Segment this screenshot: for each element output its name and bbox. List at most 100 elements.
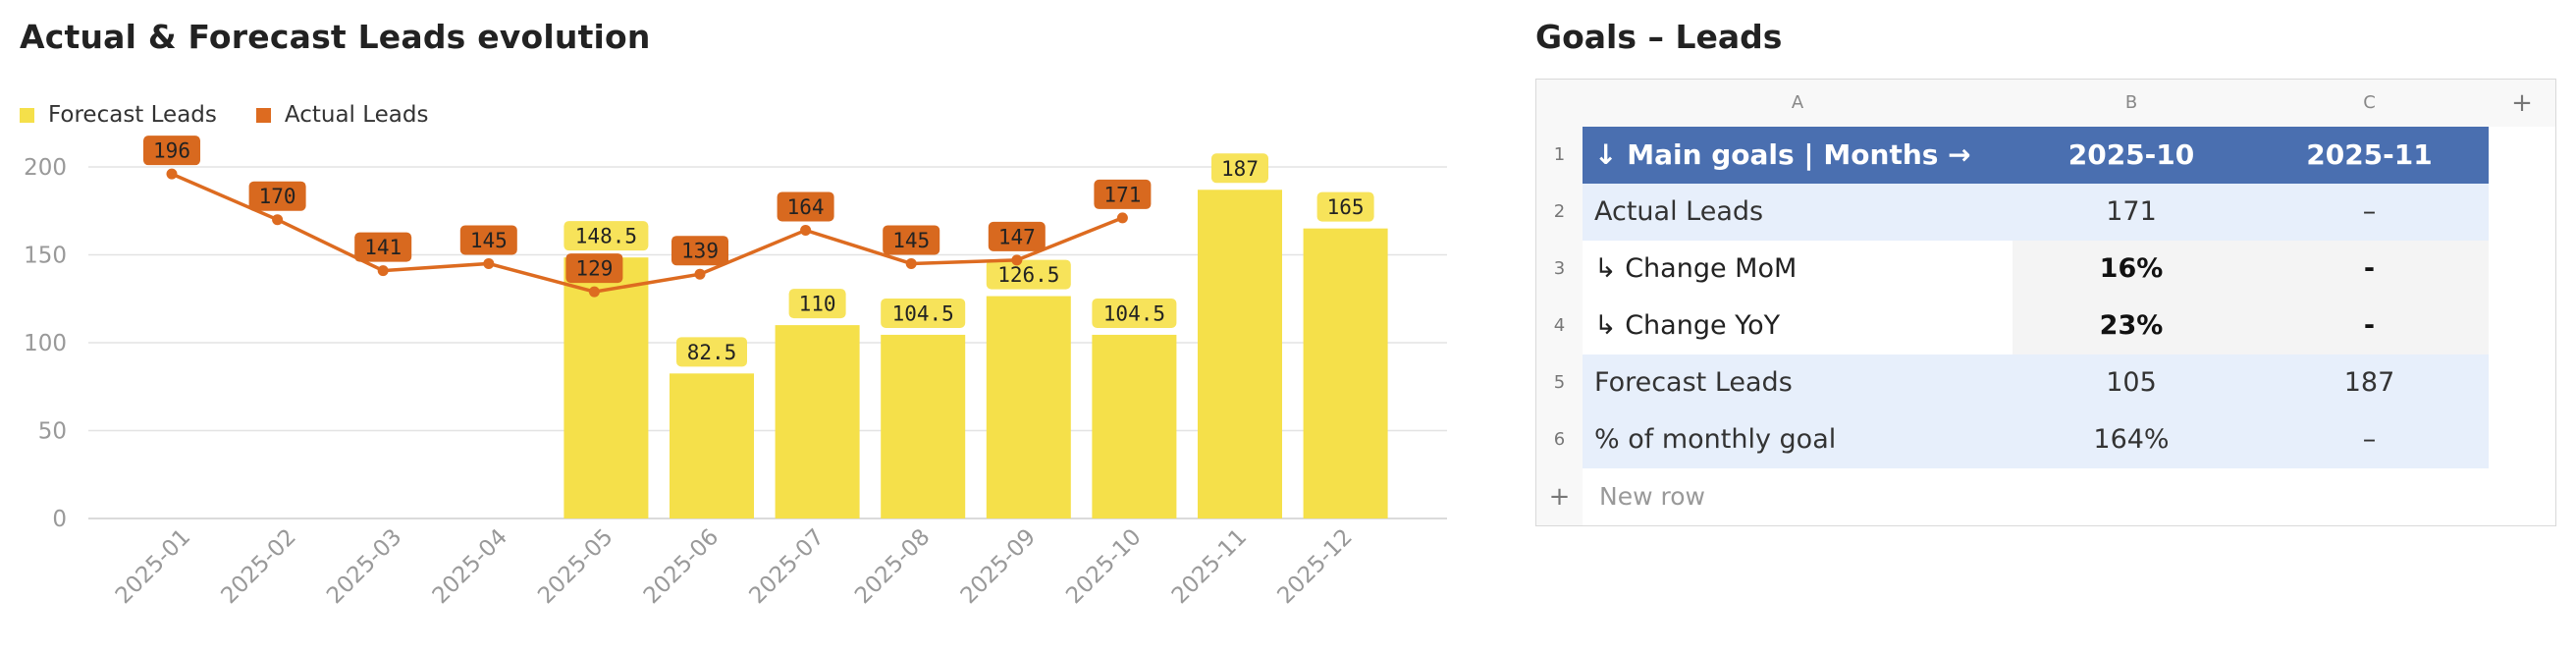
y-tick-label: 200 (24, 155, 67, 181)
column-header-a[interactable]: A (1583, 80, 2012, 127)
row-number: 5 (1536, 354, 1583, 411)
y-tick-label: 150 (24, 244, 67, 269)
legend-label-actual: Actual Leads (284, 102, 429, 128)
add-row-icon[interactable]: + (1536, 468, 1583, 525)
bar-value-label: 148.5 (575, 225, 637, 248)
cell-a5[interactable]: Forecast Leads (1583, 354, 2012, 411)
table-row: 6 % of monthly goal 164% – (1536, 411, 2557, 468)
x-tick-label: 2025-10 (1061, 524, 1146, 609)
bar-value-label: 104.5 (1103, 301, 1165, 325)
x-tick-label: 2025-12 (1272, 524, 1357, 609)
bar-value-label: 187 (1221, 157, 1259, 181)
x-tick-label: 2025-09 (956, 524, 1041, 609)
cell-c3[interactable]: - (2250, 241, 2489, 298)
x-tick-label: 2025-07 (744, 524, 829, 609)
line-value-label-bg (671, 236, 728, 266)
x-tick-label: 2025-08 (850, 524, 935, 609)
x-tick-label: 2025-01 (111, 524, 195, 609)
line-value-label: 141 (364, 236, 402, 259)
chart-panel: Actual & Forecast Leads evolution Foreca… (20, 18, 1447, 609)
table-row: 2 Actual Leads 171 – (1536, 184, 2557, 241)
bar-forecast (986, 296, 1071, 518)
line-value-label: 129 (575, 257, 613, 281)
point-actual (694, 268, 706, 280)
x-tick-label: 2025-06 (639, 524, 724, 609)
table-row: 1 ↓ Main goals | Months → 2025-10 2025-1… (1536, 127, 2557, 184)
bar-forecast (564, 257, 649, 518)
legend-swatch-actual (255, 107, 271, 123)
point-actual (377, 265, 389, 277)
sheet-corner (1536, 80, 1583, 127)
line-value-label-bg (1094, 179, 1152, 209)
cell-b4[interactable]: 23% (2012, 298, 2250, 354)
chart-plot: 0 50 100 150 200 2025-01 2025-02 2025-03 2025-04… (24, 136, 1447, 609)
line-value-label: 164 (787, 195, 825, 219)
legend-swatch-forecast (20, 107, 34, 123)
column-header-c[interactable]: C (2250, 80, 2489, 127)
cell-c5[interactable]: 187 (2250, 354, 2489, 411)
line-value-label: 171 (1103, 183, 1141, 206)
line-value-label-bg (459, 225, 517, 255)
bar-value-label-bg (788, 289, 846, 319)
line-value-label-bg (143, 136, 200, 166)
add-column-button[interactable]: + (2489, 80, 2555, 127)
bar-forecast (1092, 334, 1177, 518)
point-actual (272, 214, 284, 226)
table-row: 5 Forecast Leads 105 187 (1536, 354, 2557, 411)
cell-c6[interactable]: – (2250, 411, 2489, 468)
row-number: 3 (1536, 241, 1583, 298)
point-actual (1011, 254, 1023, 266)
cell-b6[interactable]: 164% (2012, 411, 2250, 468)
chart-title: Actual & Forecast Leads evolution (20, 18, 651, 56)
bar-value-label-bg (1211, 153, 1268, 184)
cell-a6[interactable]: % of monthly goal (1583, 411, 2012, 468)
line-value-label: 139 (681, 240, 719, 263)
line-value-label: 147 (998, 225, 1036, 248)
row-number: 6 (1536, 411, 1583, 468)
cell-b5[interactable]: 105 (2012, 354, 2250, 411)
line-value-label-bg (777, 191, 834, 222)
legend-item-forecast[interactable]: Forecast Leads (20, 102, 217, 128)
bar-value-label-bg (986, 259, 1071, 290)
column-header-b[interactable]: B (2012, 80, 2250, 127)
cell-c4[interactable]: - (2250, 298, 2489, 354)
point-actual (166, 168, 178, 180)
cell-a1[interactable]: ↓ Main goals | Months → (1583, 127, 2012, 184)
legend-item-actual[interactable]: Actual Leads (255, 102, 429, 128)
cell-c1[interactable]: 2025-11 (2250, 127, 2489, 184)
y-tick-label: 100 (24, 331, 67, 356)
cell-b2[interactable]: 171 (2012, 184, 2250, 241)
bar-value-label-bg (676, 337, 747, 367)
bar-forecast (881, 334, 966, 518)
chart-legend: Forecast Leads Actual Leads (20, 102, 428, 128)
new-row[interactable]: + New row (1536, 468, 2557, 525)
bar-forecast (1303, 228, 1388, 518)
bar-forecast (775, 325, 860, 518)
bar-value-label-bg (881, 298, 966, 328)
line-value-label: 145 (470, 229, 508, 252)
cell-b1[interactable]: 2025-10 (2012, 127, 2250, 184)
line-value-label-bg (565, 253, 623, 284)
cell-a3[interactable]: ↳ Change MoM (1583, 241, 2012, 298)
cell-c2[interactable]: – (2250, 184, 2489, 241)
goals-sheet: A B C + 1 ↓ Main goals | Months → 2025-1… (1535, 79, 2556, 526)
new-row-label[interactable]: New row (1599, 482, 1705, 511)
line-value-label: 170 (259, 185, 296, 208)
bar-value-label: 110 (799, 293, 836, 316)
x-tick-label: 2025-04 (428, 524, 512, 609)
line-value-label-bg (883, 225, 940, 255)
row-number: 2 (1536, 184, 1583, 241)
point-actual (800, 224, 812, 236)
bar-value-label: 165 (1327, 195, 1365, 219)
line-value-label: 196 (153, 139, 190, 163)
cell-b3[interactable]: 16% (2012, 241, 2250, 298)
line-value-label-bg (988, 221, 1046, 251)
cell-a2[interactable]: Actual Leads (1583, 184, 2012, 241)
table-row: 4 ↳ Change YoY 23% - (1536, 298, 2557, 354)
bar-value-label: 104.5 (892, 301, 954, 325)
point-actual (483, 257, 495, 269)
bar-forecast (670, 373, 754, 518)
bar-value-label-bg (1092, 298, 1177, 328)
x-tick-label: 2025-05 (533, 524, 617, 609)
cell-a4[interactable]: ↳ Change YoY (1583, 298, 2012, 354)
